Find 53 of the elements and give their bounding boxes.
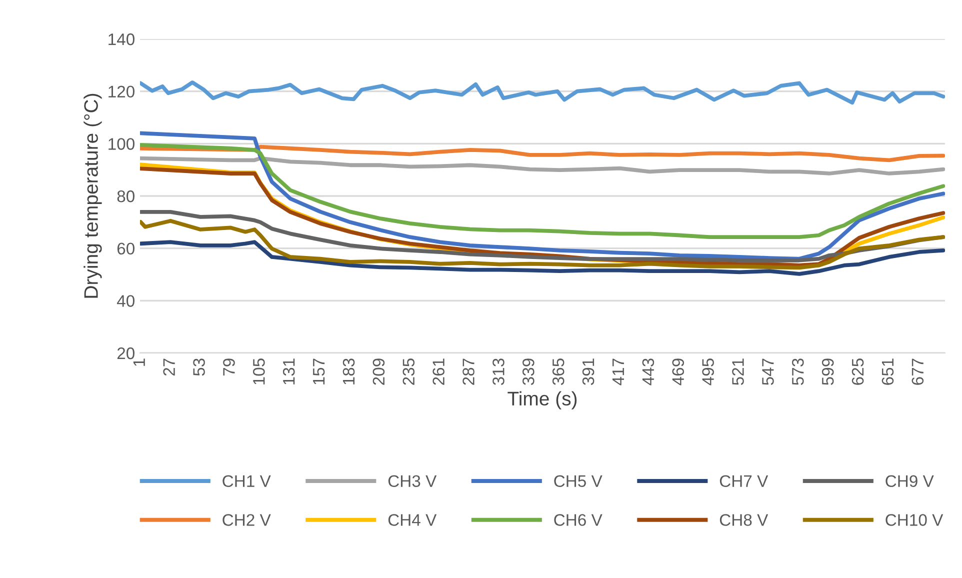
y-tick-label: 120: [108, 86, 134, 98]
x-tick-label: 209: [372, 358, 385, 385]
y-tick-label: 20: [117, 347, 134, 360]
line-series: [140, 156, 945, 176]
y-axis-title: Drying temperature (°C): [84, 94, 102, 298]
x-tick-label: 287: [462, 358, 474, 385]
x-tick-label: 1: [133, 358, 145, 366]
line-series: [140, 240, 945, 276]
legend-label: CH6 V: [554, 514, 602, 526]
x-tick-label: 547: [762, 358, 774, 385]
x-tick-label: 651: [882, 358, 894, 385]
legend-label: CH2 V: [222, 514, 271, 526]
legend-label: CH8 V: [720, 514, 768, 526]
y-tick-label: 60: [117, 242, 134, 255]
x-axis-title: Time (s): [508, 391, 577, 410]
x-tick-label: 599: [822, 358, 834, 385]
y-tick-label: 80: [117, 190, 134, 202]
x-tick-label: 235: [402, 358, 415, 385]
y-tick-label: 40: [116, 295, 134, 307]
x-tick-label: 53: [193, 358, 205, 376]
line-series: [140, 144, 945, 162]
x-tick-label: 339: [522, 358, 534, 386]
x-tick-label: 443: [642, 358, 654, 386]
line-series: [140, 143, 945, 240]
line-series: [140, 80, 945, 105]
legend-label: CH4 V: [388, 514, 437, 526]
legend-label: CH5 V: [554, 475, 602, 487]
x-tick-label: 495: [702, 358, 714, 386]
legend-label: CH9 V: [886, 475, 934, 487]
x-tick-label: 105: [253, 358, 265, 384]
x-tick-label: 183: [342, 358, 355, 384]
x-tick-label: 391: [582, 358, 594, 386]
x-tick-label: 677: [912, 358, 924, 385]
x-tick-label: 131: [282, 358, 295, 384]
y-tick-label: 100: [108, 138, 134, 150]
legend-label: CH7 V: [720, 475, 768, 487]
x-tick-label: 157: [313, 358, 325, 384]
line-series: [140, 131, 945, 261]
y-tick-label: 140: [108, 33, 134, 46]
line-series: [140, 218, 945, 270]
legend-label: CH3 V: [388, 475, 437, 487]
legend-label: CH10 V: [886, 514, 944, 526]
x-tick-label: 417: [612, 358, 624, 386]
x-tick-label: 573: [792, 358, 804, 385]
x-tick-label: 261: [432, 358, 444, 385]
x-tick-label: 521: [732, 358, 744, 385]
x-tick-label: 27: [163, 358, 175, 376]
x-tick-label: 469: [672, 358, 684, 386]
x-tick-label: 625: [852, 358, 864, 385]
legend-label: CH1 V: [222, 475, 271, 487]
x-tick-label: 365: [552, 358, 564, 386]
x-tick-label: 313: [492, 358, 504, 386]
x-tick-label: 79: [223, 358, 235, 376]
